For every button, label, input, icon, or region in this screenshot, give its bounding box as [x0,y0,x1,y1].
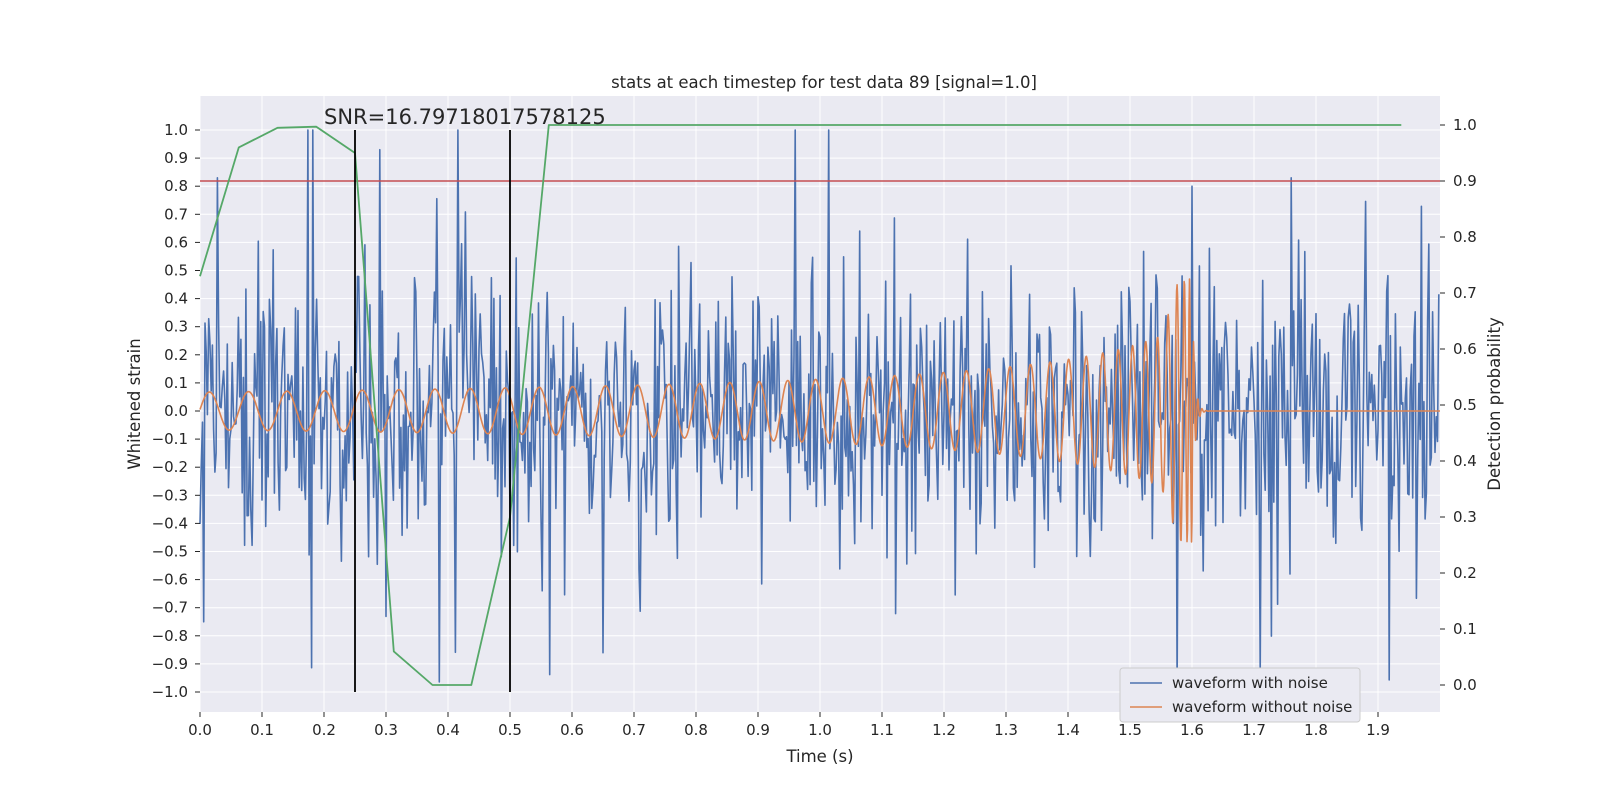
x-tick-label: 1.7 [1242,721,1266,739]
legend-label-clean: waveform without noise [1172,698,1352,716]
y-tick-label: −0.7 [152,599,188,617]
y-tick-label: −0.2 [152,458,188,476]
x-tick-label: 0.3 [374,721,398,739]
y-tick-label: −0.4 [152,514,188,532]
x-tick-label: 1.8 [1304,721,1328,739]
y-right-tick-label: 0.0 [1453,676,1477,694]
y-tick-label: 0.2 [164,346,188,364]
x-tick-label: 0.1 [250,721,274,739]
x-tick-label: 1.6 [1180,721,1204,739]
y-tick-label: −0.5 [152,543,188,561]
x-tick-label: 1.0 [808,721,832,739]
y-tick-label: −0.8 [152,627,188,645]
series-waveform-with-noise [199,129,1440,688]
x-tick-label: 0.4 [436,721,460,739]
y-right-tick-label: 0.2 [1453,564,1477,582]
y-right-tick-label: 0.9 [1453,172,1477,190]
y-tick-label: −0.1 [152,430,188,448]
series-layer [199,129,1441,688]
y-tick-label: −0.9 [152,655,188,673]
y-tick-label: 0.8 [164,177,188,195]
legend-label-noise: waveform with noise [1172,674,1328,692]
x-tick-label: 0.0 [188,721,212,739]
y-tick-label: 0.1 [164,374,188,392]
x-tick-label: 0.6 [560,721,584,739]
x-tick-label: 1.4 [1056,721,1080,739]
y-right-tick-label: 0.4 [1453,452,1477,470]
y-tick-label: −0.3 [152,486,188,504]
overlay-layer [199,124,1440,692]
x-tick-label: 0.5 [498,721,522,739]
y-tick-label: 0.0 [164,402,188,420]
x-tick-label: 0.9 [746,721,770,739]
y-right-tick-label: 0.1 [1453,620,1477,638]
series-detection-probability [199,124,1402,686]
x-axis-label: Time (s) [785,747,853,766]
x-tick-label: 0.7 [622,721,646,739]
x-tick-label: 1.1 [870,721,894,739]
legend-box [1119,667,1361,723]
y-right-tick-label: 1.0 [1453,116,1477,134]
y-tick-label: 0.7 [164,205,188,223]
y-right-tick-label: 0.7 [1453,284,1477,302]
y-tick-label: 1.0 [164,121,188,139]
x-tick-label: 0.8 [684,721,708,739]
y-tick-label: 0.3 [164,318,188,336]
x-tick-label: 1.2 [932,721,956,739]
y-right-tick-label: 0.6 [1453,340,1477,358]
y-tick-label: 0.5 [164,262,188,280]
grid-lines [199,96,1440,712]
y-tick-label: 0.6 [164,233,188,251]
x-tick-label: 1.5 [1118,721,1142,739]
chart-title: stats at each timestep for test data 89 … [611,73,1037,92]
x-tick-label: 0.2 [312,721,336,739]
y-axis-label-right: Detection probability [1485,317,1504,491]
snr-annotation: SNR=16.79718017578125 [324,105,606,129]
y-right-tick-label: 0.8 [1453,228,1477,246]
y-right-tick-label: 0.3 [1453,508,1477,526]
y-axis-label: Whitened strain [125,338,144,469]
axis-layer: 0.0 0.1 0.2 0.3 0.4 0.5 0.6 0.7 0.8 0.9 1.0 1.1 1.2 1… [152,116,1477,739]
y-tick-label: −0.6 [152,571,188,589]
x-tick-label: 1.3 [994,721,1018,739]
y-right-tick-label: 0.5 [1453,396,1477,414]
series-waveform-without-noise [199,278,1441,543]
y-tick-label: 0.4 [164,290,188,308]
y-tick-label: −1.0 [152,683,188,701]
y-tick-label: 0.9 [164,149,188,167]
legend: waveform with noise waveform without noi… [1119,667,1361,723]
x-tick-label: 1.9 [1366,721,1390,739]
